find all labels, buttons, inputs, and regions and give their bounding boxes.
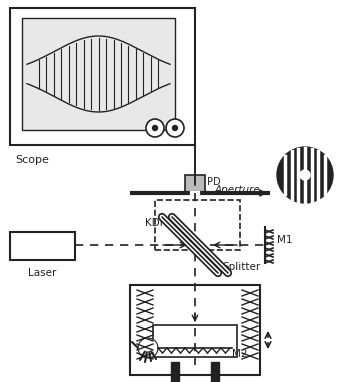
Text: Scope: Scope <box>15 155 49 165</box>
Bar <box>130 285 260 375</box>
Text: Laser: Laser <box>28 268 57 278</box>
Circle shape <box>173 126 178 131</box>
Bar <box>153 325 237 357</box>
Circle shape <box>166 119 184 137</box>
Circle shape <box>277 147 333 203</box>
Text: Aperture: Aperture <box>215 185 261 195</box>
Bar <box>171 362 179 382</box>
Bar <box>10 8 195 145</box>
Bar <box>10 232 75 260</box>
Bar <box>211 362 219 382</box>
Text: M1: M1 <box>277 235 293 245</box>
Circle shape <box>152 126 158 131</box>
Text: Splitter: Splitter <box>222 262 260 272</box>
Text: PD: PD <box>207 177 221 187</box>
Text: M2: M2 <box>232 349 248 359</box>
Bar <box>22 18 175 130</box>
Bar <box>185 175 205 193</box>
Bar <box>155 200 240 250</box>
Circle shape <box>138 338 158 358</box>
Circle shape <box>146 119 164 137</box>
Text: KDP: KDP <box>145 218 166 228</box>
Circle shape <box>300 170 310 180</box>
